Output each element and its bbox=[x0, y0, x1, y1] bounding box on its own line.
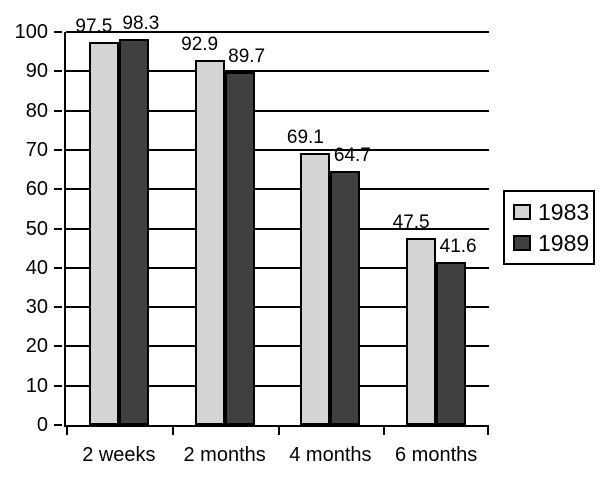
y-axis-tick bbox=[54, 148, 62, 151]
legend-swatch-1989 bbox=[513, 235, 531, 252]
legend-swatch-1983 bbox=[513, 203, 531, 220]
legend-item-1989: 1989 bbox=[513, 231, 593, 255]
y-axis-tick bbox=[54, 306, 62, 309]
gridline-y-50 bbox=[66, 227, 489, 230]
y-axis-tick bbox=[54, 227, 62, 230]
x-axis-tick bbox=[171, 427, 174, 435]
x-category-label: 4 months bbox=[289, 444, 372, 466]
y-tick-label: 10 bbox=[25, 374, 48, 397]
x-axis-tick bbox=[487, 427, 489, 435]
gridline-y-60 bbox=[66, 188, 489, 191]
bar-1983-2-weeks bbox=[88, 41, 119, 425]
bar-1989-4-months bbox=[330, 170, 361, 425]
y-tick-label: 80 bbox=[25, 99, 48, 122]
y-tick-label: 60 bbox=[25, 178, 48, 201]
data-label-1983: 69.1 bbox=[286, 127, 324, 149]
data-label-1983: 92.9 bbox=[181, 33, 219, 55]
data-label-1989: 64.7 bbox=[333, 144, 371, 166]
y-tick-label: 30 bbox=[25, 296, 48, 319]
data-label-1983: 47.5 bbox=[392, 212, 430, 234]
gridline-y-30 bbox=[66, 306, 489, 309]
bar-1983-2-months bbox=[194, 59, 225, 425]
y-tick-label: 90 bbox=[25, 60, 48, 83]
gridline-y-80 bbox=[66, 109, 489, 112]
x-axis-tick bbox=[383, 427, 386, 435]
x-category-label: 2 months bbox=[183, 444, 266, 466]
y-axis-tick bbox=[54, 109, 62, 112]
y-tick-label: 0 bbox=[36, 414, 48, 436]
legend: 1983 1989 bbox=[503, 190, 595, 265]
bar-1989-2-weeks bbox=[118, 38, 149, 425]
bar-1989-6-months bbox=[436, 261, 467, 425]
y-axis-tick bbox=[54, 31, 62, 33]
gridline-y-90 bbox=[66, 70, 489, 73]
x-category-label: 6 months bbox=[394, 444, 478, 466]
gridline-y-10 bbox=[66, 384, 489, 387]
y-axis-tick bbox=[54, 266, 62, 269]
y-axis-tick bbox=[54, 384, 62, 387]
y-axis-tick bbox=[54, 188, 62, 191]
gridline-y-100 bbox=[66, 31, 489, 33]
y-tick-label: 20 bbox=[25, 335, 48, 358]
x-axis-tick bbox=[66, 427, 68, 435]
plot-area: 97.5 98.3 92.9 89.7 69.1 64.7 47.5 41.6 bbox=[64, 13, 489, 427]
y-axis-tick bbox=[54, 424, 62, 426]
y-tick-label: 70 bbox=[25, 138, 48, 161]
bar-1983-4-months bbox=[300, 153, 331, 425]
bar-1983-6-months bbox=[406, 238, 437, 425]
y-axis-tick bbox=[54, 70, 62, 73]
data-label-1989: 41.6 bbox=[439, 235, 477, 257]
data-label-1989: 89.7 bbox=[228, 46, 266, 68]
gridline-y-70 bbox=[66, 148, 489, 151]
legend-label: 1989 bbox=[538, 230, 590, 257]
y-tick-label: 50 bbox=[25, 217, 48, 240]
bar-1989-2-months bbox=[224, 72, 255, 425]
y-axis-tick bbox=[54, 345, 62, 348]
data-label-1983: 97.5 bbox=[75, 15, 113, 37]
x-category-label: 2 weeks bbox=[82, 444, 156, 466]
data-label-1989: 98.3 bbox=[122, 12, 160, 34]
y-tick-label: 100 bbox=[14, 21, 48, 43]
y-tick-label: 40 bbox=[25, 256, 48, 279]
legend-label: 1983 bbox=[538, 198, 590, 225]
gridline-y-40 bbox=[66, 266, 489, 269]
gridline-y-20 bbox=[66, 345, 489, 348]
x-axis-tick bbox=[277, 427, 280, 435]
legend-item-1983: 1983 bbox=[513, 200, 593, 224]
